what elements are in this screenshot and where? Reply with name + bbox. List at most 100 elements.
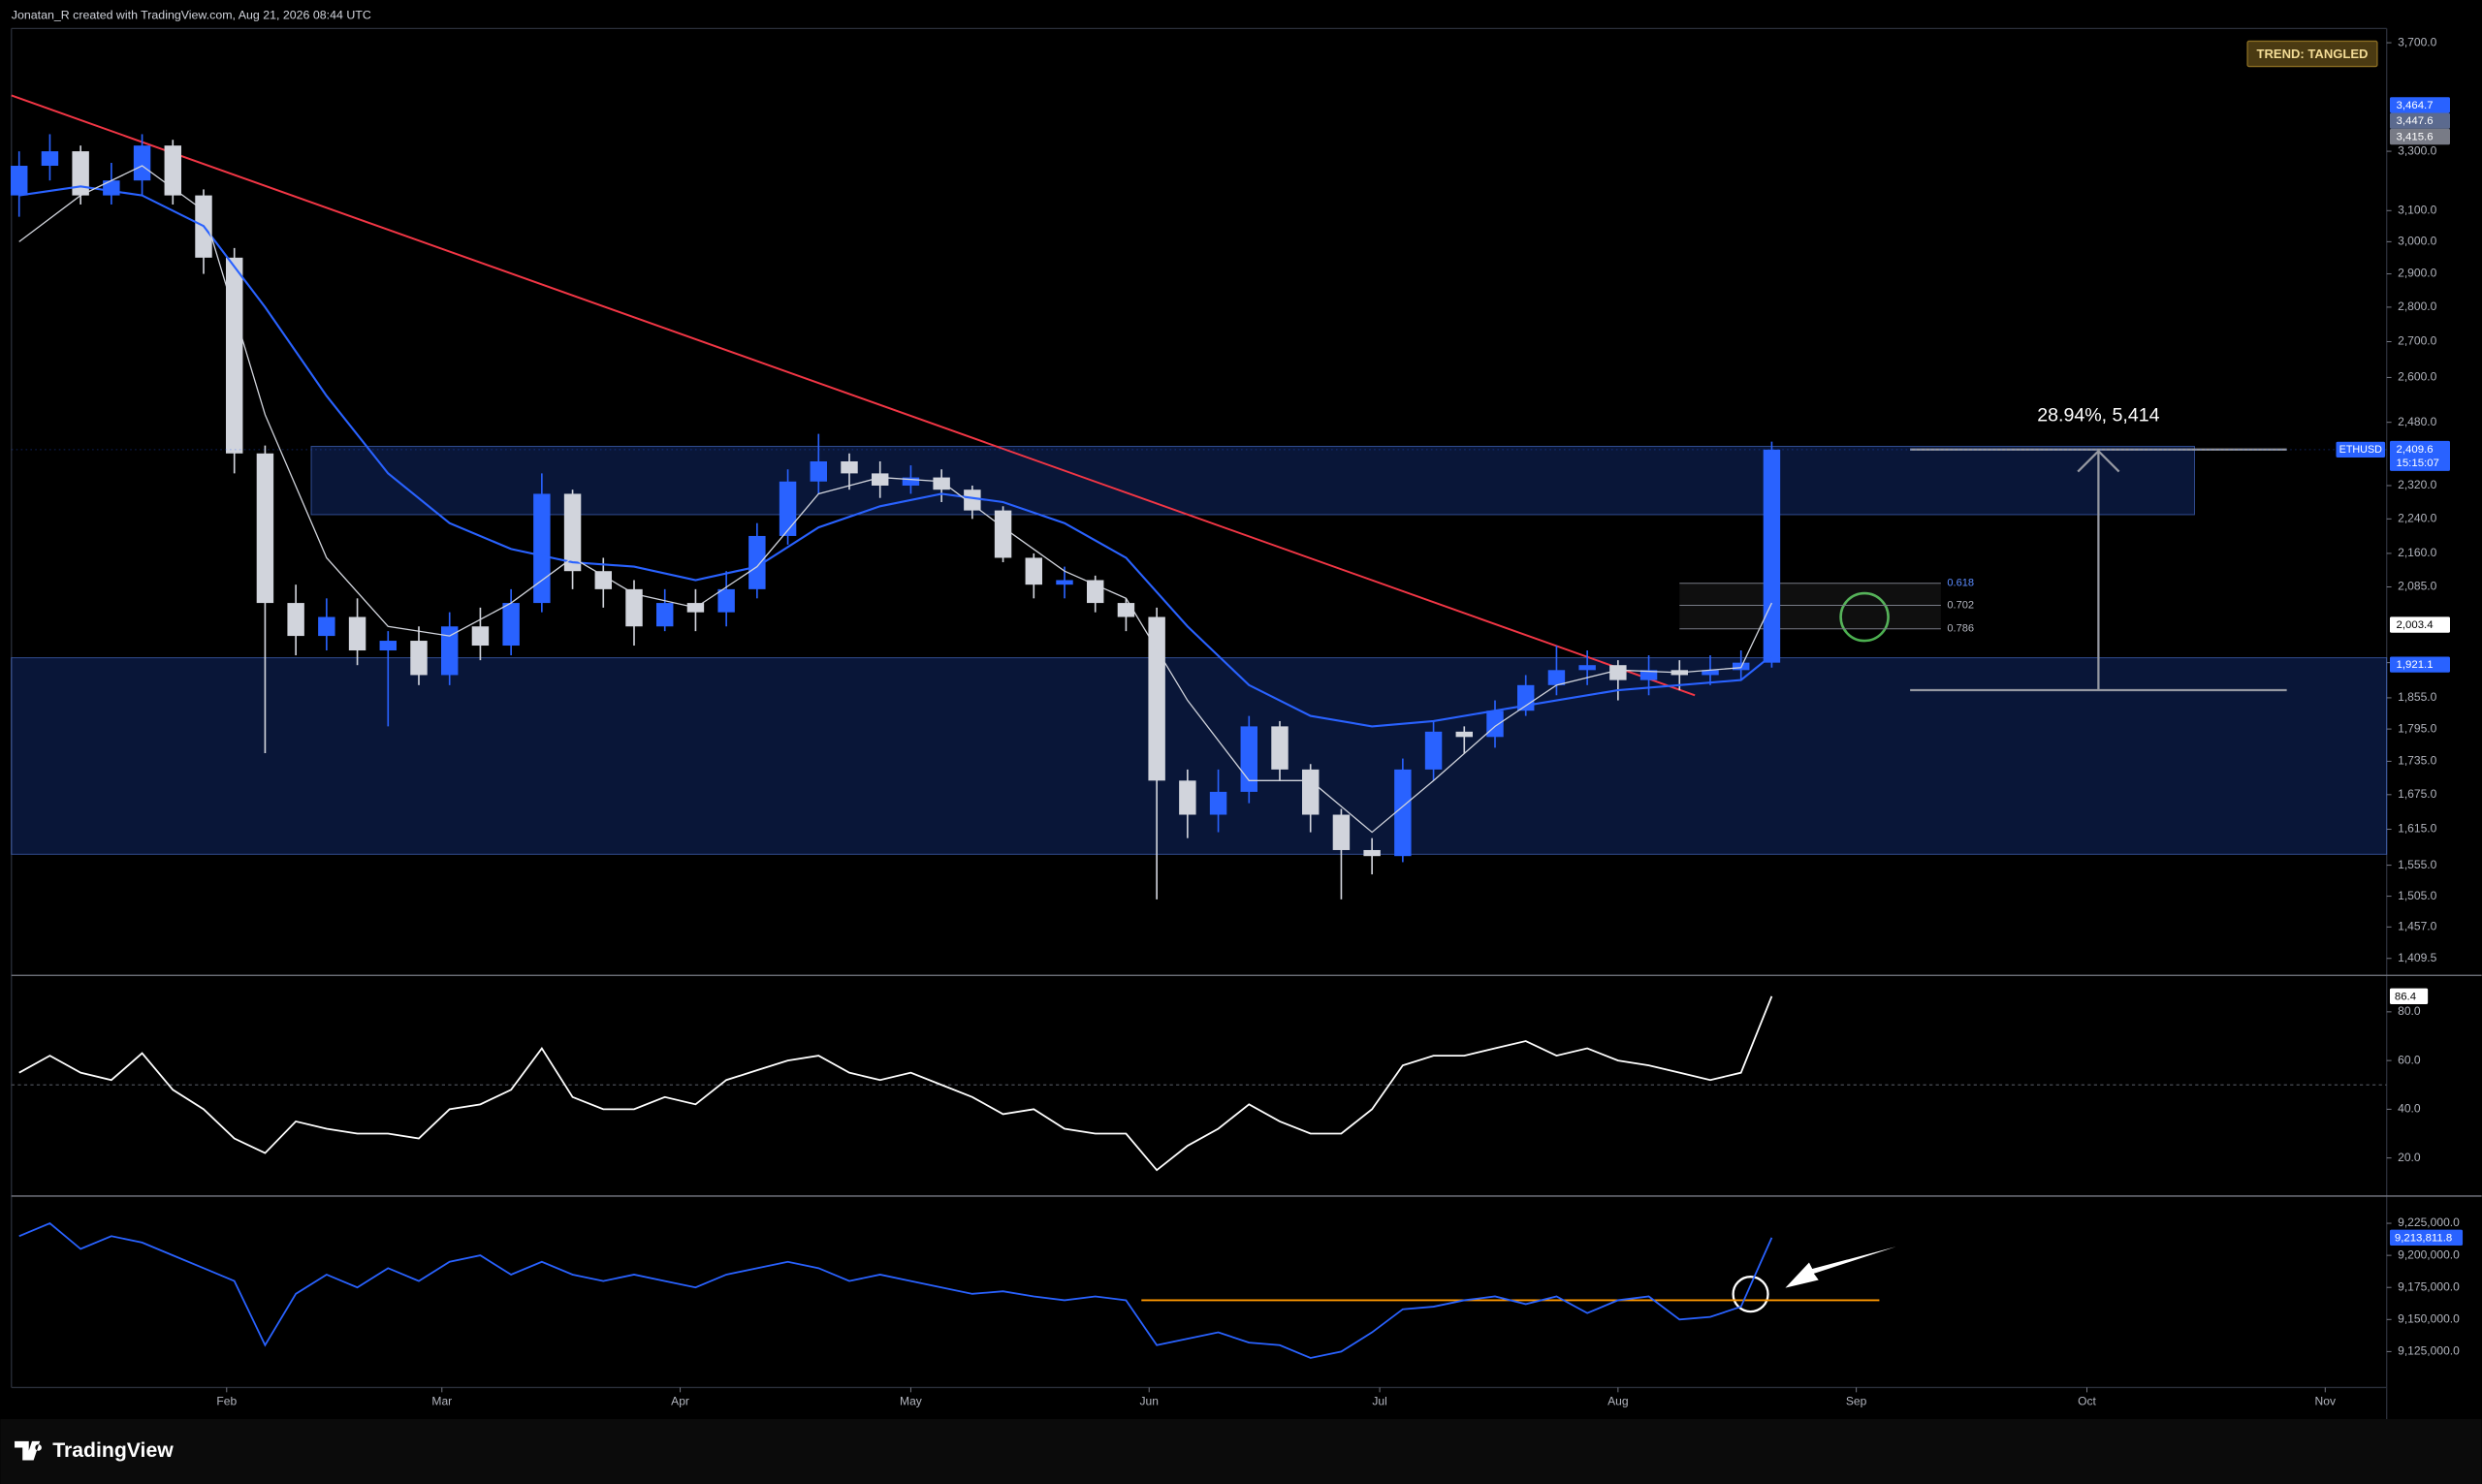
candle-body: [1609, 665, 1627, 680]
moving-average: [18, 165, 1773, 834]
candle-body: [379, 641, 398, 651]
trend-badge: TREND: TANGLED: [2256, 47, 2368, 61]
candle-body: [1763, 449, 1781, 663]
y-tick-label: 2,480.0: [2398, 415, 2437, 428]
candle-body: [902, 477, 920, 486]
candle-body: [1086, 580, 1104, 604]
candle-body: [933, 477, 950, 490]
annotation-arrow: [1785, 1247, 1896, 1288]
price-label-box: [2389, 112, 2450, 129]
candle-body: [1025, 557, 1043, 585]
candle-body: [1394, 769, 1412, 857]
candle-body: [841, 460, 858, 474]
x-tick-label: Apr: [671, 1394, 689, 1407]
candle-body: [717, 588, 735, 613]
candle-body: [1455, 731, 1474, 738]
candle-body: [1547, 670, 1566, 685]
y-tick-label: 9,150,000.0: [2398, 1311, 2460, 1325]
candle-body: [964, 489, 981, 511]
last-value-label: 86.4: [2395, 991, 2417, 1002]
y-tick-label: 1,735.0: [2398, 754, 2437, 768]
y-tick-label: 40.0: [2398, 1102, 2421, 1116]
candle-body: [1702, 670, 1719, 676]
y-tick-label: 60.0: [2398, 1053, 2421, 1066]
symbol-label: ETHUSD: [2339, 444, 2382, 456]
candle-body: [41, 151, 59, 167]
x-tick-label: Mar: [431, 1394, 452, 1407]
countdown-label: 15:15:07: [2397, 458, 2439, 469]
candle-body: [625, 588, 643, 627]
y-tick-label: 2,700.0: [2398, 334, 2437, 348]
y-tick-label: 1,505.0: [2398, 889, 2437, 902]
candle-body: [164, 145, 182, 196]
candle-body: [1056, 580, 1073, 585]
x-tick-label: Nov: [2315, 1394, 2336, 1407]
x-tick-label: Oct: [2078, 1394, 2096, 1407]
y-tick-label: 9,125,000.0: [2398, 1344, 2460, 1358]
zone: [11, 657, 2388, 855]
measure-arrowhead: [2077, 449, 2120, 473]
logo-icon: [15, 1440, 42, 1461]
y-tick-label: 2,085.0: [2398, 580, 2437, 593]
candle-body: [994, 510, 1012, 558]
x-tick-label: May: [900, 1394, 922, 1407]
candle-body: [133, 145, 151, 181]
candle-body: [1301, 769, 1320, 815]
candle-body: [502, 603, 520, 647]
candle-body: [1639, 670, 1658, 680]
candle-body: [72, 151, 89, 196]
candle-body: [471, 626, 490, 647]
fib-label: 0.618: [1947, 578, 1974, 589]
candle-body: [655, 603, 674, 627]
moving-average: [18, 185, 1773, 728]
candle-body: [1148, 616, 1165, 781]
y-tick-label: 20.0: [2398, 1151, 2421, 1164]
price-label: 3,447.6: [2397, 115, 2434, 127]
candle-body: [256, 453, 274, 604]
y-tick-label: 2,160.0: [2398, 546, 2437, 559]
candle-body: [871, 473, 889, 486]
indicator-line: [18, 995, 1773, 1172]
last-value-box: [2389, 988, 2429, 1004]
y-tick-label: 3,000.0: [2398, 235, 2437, 248]
candle-body: [225, 257, 243, 454]
last-value-box: [2389, 1229, 2464, 1247]
y-tick-label: 1,615.0: [2398, 822, 2437, 836]
highlight-circle: [1732, 1276, 1769, 1313]
candle-body: [748, 535, 766, 589]
y-tick-label: 1,409.5: [2398, 951, 2437, 964]
candle-body: [594, 571, 613, 589]
trendline: [11, 94, 1696, 697]
x-tick-label: Jun: [1139, 1394, 1158, 1407]
y-tick-label: 2,240.0: [2398, 512, 2437, 525]
indicator-line: [18, 1222, 1773, 1359]
last-value-label: 9,213,811.8: [2395, 1232, 2452, 1244]
x-tick-label: Sep: [1846, 1394, 1867, 1407]
x-tick-label: Feb: [216, 1394, 237, 1407]
y-tick-label: 9,200,000.0: [2398, 1247, 2460, 1261]
price-label: 2,003.4: [2397, 619, 2434, 631]
candle-body: [1486, 710, 1504, 738]
candle-body: [440, 626, 459, 676]
candle-body: [287, 603, 304, 637]
y-tick-label: 3,700.0: [2398, 35, 2437, 48]
candle-body: [10, 166, 28, 196]
price-label: 3,464.7: [2397, 100, 2434, 111]
zone: [310, 445, 2195, 516]
y-tick-label: 9,225,000.0: [2398, 1216, 2460, 1229]
price-label-box: [2389, 656, 2450, 673]
y-tick-label: 1,555.0: [2398, 858, 2437, 871]
y-tick-label: 1,795.0: [2398, 721, 2437, 735]
x-tick-label: Jul: [1372, 1394, 1386, 1407]
price-label-box: [2389, 128, 2450, 145]
candle-body: [779, 481, 797, 536]
price-label: 3,415.6: [2397, 132, 2434, 143]
y-tick-label: 3,300.0: [2398, 143, 2437, 157]
highlight-circle: [1839, 591, 1890, 643]
candle-body: [533, 493, 551, 604]
candle-body: [410, 641, 428, 676]
y-tick-label: 1,855.0: [2398, 690, 2437, 704]
candle-body: [1240, 726, 1258, 792]
y-tick-label: 2,600.0: [2398, 370, 2437, 384]
